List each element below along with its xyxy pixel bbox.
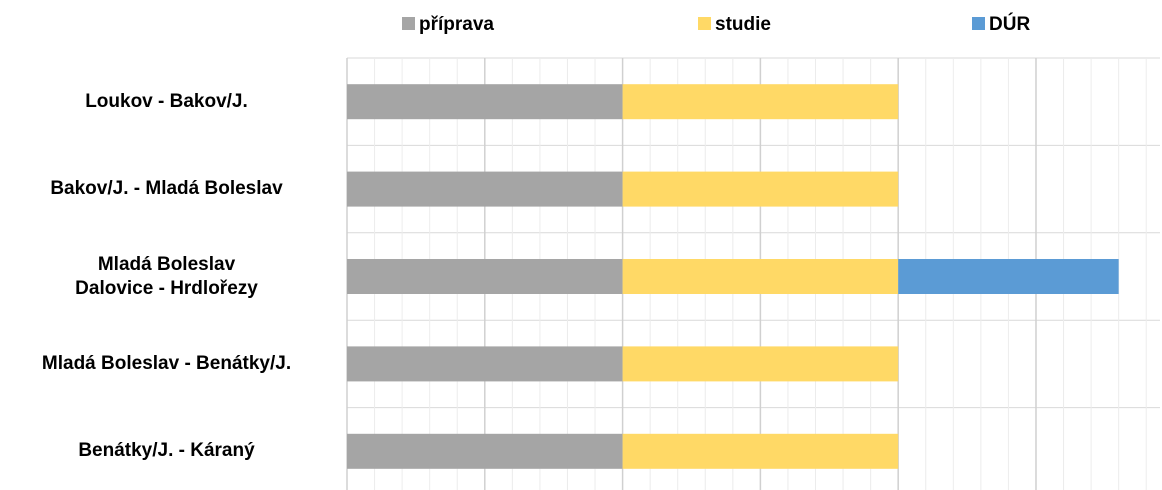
legend-label: studie	[715, 14, 771, 35]
bar	[622, 84, 899, 120]
legend-swatch	[972, 17, 985, 30]
bar	[622, 346, 899, 382]
bar	[622, 433, 899, 469]
bar	[347, 346, 623, 382]
legend-label: DÚR	[989, 13, 1030, 35]
bar	[347, 84, 623, 120]
bar	[898, 259, 1119, 294]
category-label: Mladá Boleslav - Benátky/J.	[41, 352, 292, 374]
category-label: Bakov/J. - Mladá Boleslav	[50, 178, 283, 200]
legend-swatch	[402, 17, 415, 30]
legend-swatch	[698, 17, 711, 30]
bar	[347, 433, 623, 469]
bar	[347, 171, 623, 207]
bar	[347, 259, 623, 294]
category-label: Loukov - Bakov/J.	[85, 90, 248, 112]
category-label: Mladá Boleslav Dalovice - Hrdlořezy	[75, 253, 258, 299]
bar	[622, 171, 899, 207]
legend-label: příprava	[419, 14, 494, 35]
category-label: Benátky/J. - Káraný	[78, 440, 255, 462]
bar	[622, 259, 899, 294]
